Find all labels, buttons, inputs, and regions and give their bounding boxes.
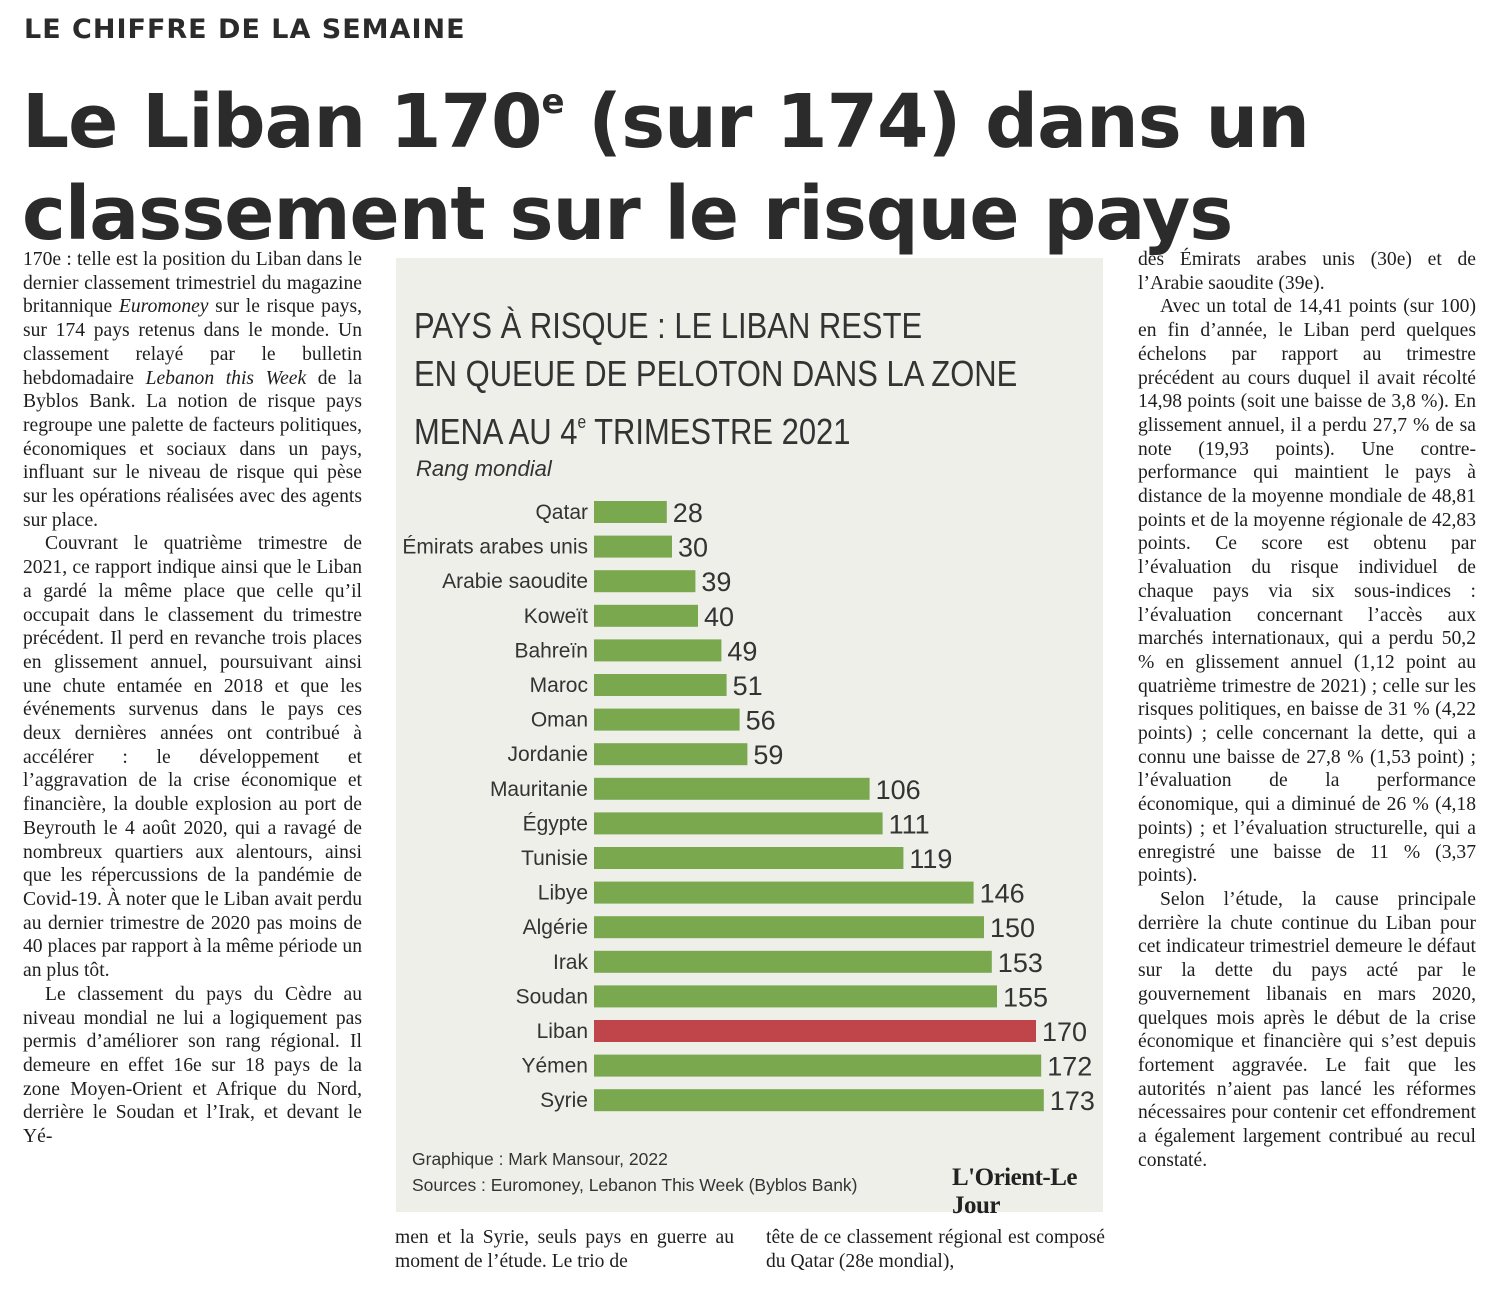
paragraph-8: Selon l’étude, la cause principale derri… bbox=[1138, 888, 1476, 1171]
value-label-qatar: 28 bbox=[673, 498, 703, 528]
headline: Le Liban 170e (sur 174) dans un classeme… bbox=[22, 79, 1310, 257]
bar-jordanie bbox=[594, 743, 748, 766]
bar-emirats-arabes-unis bbox=[594, 535, 672, 558]
category-label-koweit: Koweït bbox=[524, 605, 588, 628]
paragraph-6: des Émirats arabes unis (30e) et de l’Ar… bbox=[1138, 249, 1476, 294]
value-label-mauritanie: 106 bbox=[876, 775, 921, 805]
value-label-bahrein: 49 bbox=[727, 636, 757, 666]
bar-syrie bbox=[594, 1089, 1044, 1112]
category-label-bahrein: Bahreïn bbox=[514, 639, 588, 662]
bar-maroc bbox=[594, 674, 727, 696]
bar-mauritanie bbox=[594, 777, 870, 800]
category-label-syrie: Syrie bbox=[540, 1089, 588, 1112]
value-label-egypte: 111 bbox=[889, 809, 930, 839]
value-label-koweit: 40 bbox=[704, 602, 734, 632]
value-label-yemen: 172 bbox=[1047, 1052, 1092, 1082]
value-label-jordanie: 59 bbox=[753, 740, 783, 770]
paragraph-2: Couvrant le quatrième trimestre de 2021,… bbox=[23, 533, 362, 982]
value-label-liban: 170 bbox=[1042, 1017, 1087, 1047]
article-column-1: 170e : telle est la position du Liban da… bbox=[23, 248, 362, 1149]
category-label-egypte: Égypte bbox=[523, 812, 588, 835]
category-label-oman: Oman bbox=[531, 709, 588, 732]
chart-subtitle: Rang mondial bbox=[416, 456, 552, 481]
chart-credits: Graphique : Mark Mansour, 2022 Sources :… bbox=[412, 1146, 858, 1198]
bar-oman bbox=[594, 708, 740, 731]
bar-tunisie bbox=[594, 847, 904, 869]
category-label-yemen: Yémen bbox=[521, 1055, 588, 1078]
value-label-tunisie: 119 bbox=[909, 844, 952, 874]
paragraph-3: Le classement du pays du Cèdre au niveau… bbox=[23, 983, 362, 1148]
paragraph-5: tête de ce classement régional est compo… bbox=[766, 1227, 1105, 1272]
category-label-algerie: Algérie bbox=[523, 916, 588, 939]
value-label-irak: 153 bbox=[998, 948, 1043, 978]
category-label-emirats-arabes-unis: Émirats arabes unis bbox=[402, 536, 588, 559]
bar-liban bbox=[594, 1020, 1036, 1042]
article-column-3: tête de ce classement régional est compo… bbox=[766, 1226, 1105, 1273]
value-label-algerie: 150 bbox=[990, 913, 1035, 943]
bar-qatar bbox=[594, 501, 667, 523]
bar-algerie bbox=[594, 916, 984, 939]
bar-yemen bbox=[594, 1054, 1042, 1077]
category-label-arabie-saoudite: Arabie saoudite bbox=[442, 570, 588, 593]
category-label-jordanie: Jordanie bbox=[507, 743, 588, 766]
value-label-soudan: 155 bbox=[1003, 982, 1048, 1012]
risk-ranking-chart: PAYS À RISQUE : LE LIBAN RESTE EN QUEUE … bbox=[396, 258, 1103, 1219]
bar-arabie-saoudite bbox=[594, 570, 696, 593]
category-label-liban: Liban bbox=[537, 1020, 588, 1043]
value-label-oman: 56 bbox=[746, 706, 776, 736]
bar-libye bbox=[594, 881, 974, 904]
value-label-arabie-saoudite: 39 bbox=[701, 567, 731, 597]
chart-sources: Sources : Euromoney, Lebanon This Week (… bbox=[412, 1175, 858, 1195]
article-column-4: des Émirats arabes unis (30e) et de l’Ar… bbox=[1138, 248, 1476, 1172]
paragraph-4: men et la Syrie, seuls pays en guerre au… bbox=[395, 1227, 734, 1272]
value-label-syrie: 173 bbox=[1050, 1086, 1095, 1116]
bar-chart: Qatar 28 Émirats arabes unis 30 Arabie saoud… bbox=[402, 498, 1095, 1116]
bar-irak bbox=[594, 950, 992, 973]
category-label-maroc: Maroc bbox=[530, 674, 588, 697]
kicker: LE CHIFFRE DE LA SEMAINE bbox=[24, 14, 466, 45]
value-label-maroc: 51 bbox=[733, 671, 763, 701]
category-label-qatar: Qatar bbox=[535, 501, 588, 524]
category-label-irak: Irak bbox=[553, 951, 589, 974]
chart-title: PAYS À RISQUE : LE LIBAN RESTE EN QUEUE … bbox=[414, 305, 1018, 452]
article-column-2: men et la Syrie, seuls pays en guerre au… bbox=[395, 1226, 734, 1273]
chart-credit: Graphique : Mark Mansour, 2022 bbox=[412, 1149, 668, 1169]
category-label-soudan: Soudan bbox=[516, 985, 588, 1008]
paragraph-7: Avec un total de 14,41 points (sur 100) … bbox=[1138, 296, 1476, 887]
bar-bahrein bbox=[594, 639, 722, 662]
bar-egypte bbox=[594, 812, 883, 835]
bar-soudan bbox=[594, 985, 997, 1008]
value-label-libye: 146 bbox=[980, 879, 1025, 909]
category-label-mauritanie: Mauritanie bbox=[490, 778, 588, 801]
bar-koweit bbox=[594, 604, 698, 627]
category-label-tunisie: Tunisie bbox=[521, 847, 588, 870]
category-label-libye: Libye bbox=[538, 882, 588, 905]
paragraph-1: 170e : telle est la position du Liban da… bbox=[23, 249, 362, 531]
value-label-emirats-arabes-unis: 30 bbox=[678, 533, 708, 563]
newspaper-logo: L'Orient-Le Jour bbox=[952, 1164, 1078, 1219]
